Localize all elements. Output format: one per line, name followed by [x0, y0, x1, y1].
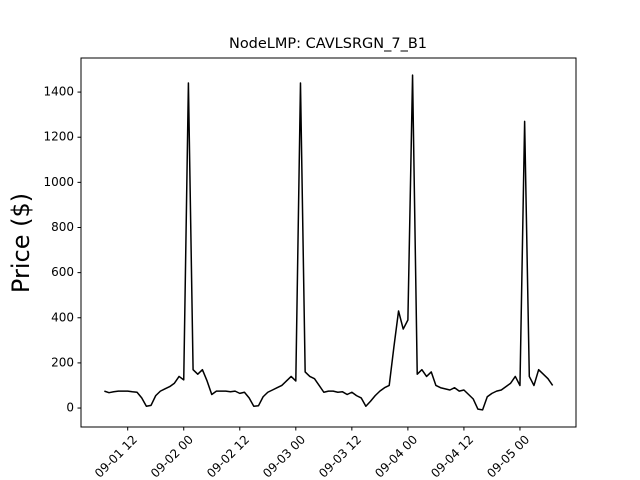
- y-tick-label: 1000: [43, 175, 74, 189]
- y-tick-label: 600: [51, 265, 74, 279]
- x-tick-label: 09-03 12: [316, 432, 364, 480]
- x-tick-label: 09-04 12: [428, 432, 476, 480]
- x-tick-label: 09-03 00: [260, 432, 308, 480]
- chart-title: NodeLMP: CAVLSRGN_7_B1: [229, 36, 427, 52]
- y-tick-label: 0: [66, 401, 74, 415]
- y-tick-label: 1400: [43, 85, 74, 99]
- x-tick-label: 09-01 12: [92, 432, 140, 480]
- y-axis-label: Price ($): [7, 193, 35, 293]
- price-line: [104, 74, 554, 411]
- x-tick-label: 09-05 00: [484, 432, 532, 480]
- x-tick-label: 09-02 12: [204, 432, 252, 480]
- plot-frame: [80, 57, 577, 428]
- y-tick-label: 400: [51, 310, 74, 324]
- x-tick-label: 09-04 00: [372, 432, 420, 480]
- y-tick-label: 200: [51, 355, 74, 369]
- y-tick-label: 1200: [43, 130, 74, 144]
- y-tick-label: 800: [51, 220, 74, 234]
- x-tick-label: 09-02 00: [148, 432, 196, 480]
